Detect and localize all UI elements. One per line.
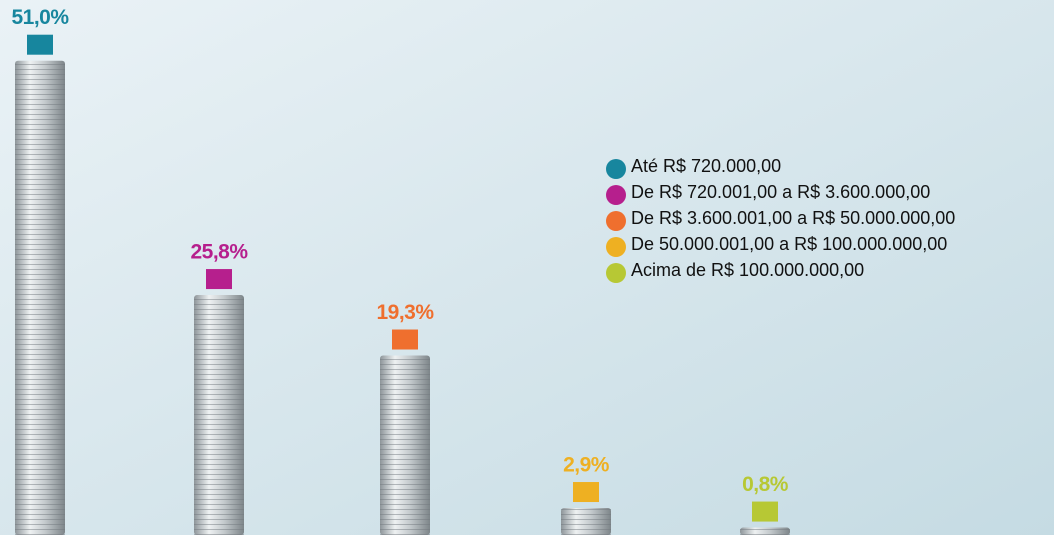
coin-stack: [194, 295, 244, 535]
color-marker: [573, 482, 599, 503]
color-marker: [206, 269, 232, 290]
legend-swatch: [606, 185, 626, 205]
legend-label: Acima de R$ 100.000.000,00: [631, 260, 864, 280]
legend-swatch: [606, 263, 626, 283]
coin-ridges: [561, 508, 611, 535]
coin-stack: [15, 60, 65, 535]
value-label: 0,8%: [742, 473, 789, 496]
legend-label: Até R$ 720.000,00: [631, 156, 781, 176]
legend-swatch: [606, 211, 626, 231]
value-label: 25,8%: [190, 241, 248, 264]
legend-label: De R$ 3.600.001,00 a R$ 50.000.000,00: [631, 208, 955, 228]
coin-ridges: [194, 295, 244, 535]
color-marker: [27, 34, 53, 55]
legend-swatch: [606, 237, 626, 257]
coin-stack: [740, 527, 790, 535]
legend-label: De 50.000.001,00 a R$ 100.000.000,00: [631, 234, 947, 254]
legend-swatch: [606, 159, 626, 179]
coin-ridges: [15, 60, 65, 535]
color-marker: [392, 329, 418, 350]
coin-ridges: [740, 527, 790, 535]
color-marker: [752, 501, 778, 522]
value-label: 19,3%: [376, 301, 434, 324]
coin-stack: [561, 508, 611, 535]
coin-ridges: [380, 355, 430, 535]
value-label: 51,0%: [11, 6, 69, 29]
legend-label: De R$ 720.001,00 a R$ 3.600.000,00: [631, 182, 930, 202]
coin-stack: [380, 355, 430, 535]
value-label: 2,9%: [563, 454, 610, 477]
